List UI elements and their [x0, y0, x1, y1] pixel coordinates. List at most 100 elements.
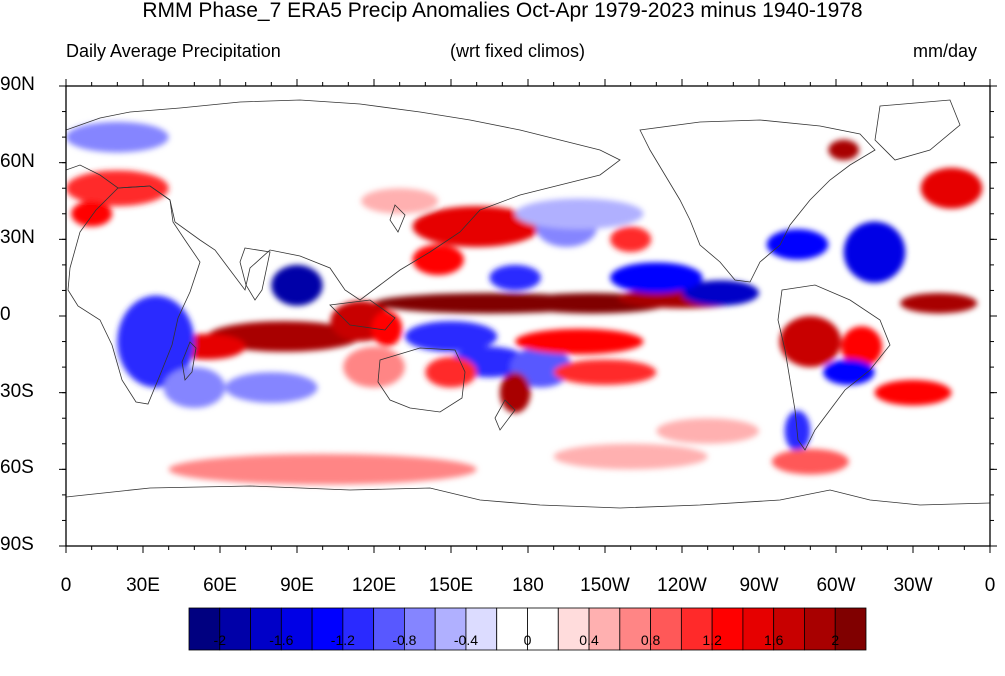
colorbar-swatch [619, 607, 651, 651]
y-tick-label: 30S [0, 380, 34, 402]
coastline-india [239, 247, 271, 301]
colorbar [188, 607, 867, 651]
coastline-antarctica [66, 485, 990, 509]
anomaly-region-19 [499, 372, 531, 414]
y-tick-label: 60S [0, 457, 34, 479]
colorbar-tick-label: 2 [831, 632, 840, 648]
anomaly-region-16 [510, 346, 572, 388]
coastline-north-america [639, 119, 876, 283]
colorbar-swatch [804, 607, 836, 651]
coastline-africa [67, 185, 201, 405]
anomaly-region-30 [874, 379, 952, 406]
coastline-maritime-continent [329, 299, 396, 331]
anomaly-region-26 [610, 226, 652, 253]
anomaly-field [66, 121, 983, 485]
colorbar-swatch [527, 607, 559, 651]
anomaly-region-22 [412, 206, 541, 247]
x-tick-label: 30W [893, 575, 933, 596]
anomaly-region-37 [71, 201, 113, 227]
plot-area [66, 86, 990, 546]
coastline-australia [377, 347, 466, 413]
anomaly-region-44 [656, 418, 760, 444]
map-title: RMM Phase_7 ERA5 Precip Anomalies Oct-Ap… [142, 0, 863, 22]
anomaly-region-34 [920, 167, 983, 209]
anomaly-region-38 [66, 121, 169, 153]
colorbar-swatch [311, 607, 344, 651]
y-tick-label: 90S [0, 534, 34, 555]
anomaly-region-29 [823, 359, 875, 385]
colorbar-tick-label: 0.4 [579, 632, 599, 648]
colorbar-tick-label: 0.8 [640, 632, 661, 648]
x-tick-label: 0 [984, 575, 996, 596]
colorbar-tick-label: 1.2 [702, 632, 722, 648]
colorbar-tick-label: -1.2 [330, 632, 355, 648]
anomaly-region-28 [841, 326, 883, 368]
colorbar-tick-label: -1.6 [269, 632, 294, 648]
colorbar-swatch [834, 607, 867, 651]
colorbar-tick-label: -0.8 [392, 632, 417, 648]
x-tick-label: 90W [739, 575, 779, 596]
anomaly-region-40 [168, 454, 477, 485]
x-tick-label: 60E [203, 575, 237, 596]
anomaly-region-24 [489, 264, 541, 291]
anomaly-region-6 [207, 321, 362, 352]
colorbar-tick-label: -0.4 [453, 632, 479, 648]
coastlines [66, 99, 990, 509]
anomaly-region-5 [900, 293, 978, 314]
anomaly-region-32 [843, 221, 906, 283]
colorbar-tick-label: 0 [523, 632, 532, 648]
coastline-south-america [777, 284, 891, 451]
colorbar-swatch [188, 607, 221, 651]
colorbar-swatch [342, 607, 375, 651]
y-tick-label: 0 [0, 304, 11, 325]
y-tick-label: 60N [0, 150, 35, 172]
colorbar-swatch [373, 607, 405, 651]
anomaly-region-20 [425, 356, 477, 388]
colorbar-swatch [496, 607, 528, 651]
x-tick-label: 120W [657, 575, 707, 596]
x-tick-label: 30E [126, 575, 160, 596]
left-subtitle: Daily Average Precipitation [66, 41, 281, 61]
colorbar-swatch [434, 607, 467, 651]
anomaly-region-11 [117, 295, 195, 388]
anomaly-region-14 [404, 321, 498, 352]
colorbar-swatch [650, 607, 682, 651]
colorbar-swatch [557, 607, 590, 651]
coastline-eurasia [66, 99, 621, 301]
anomaly-region-33 [766, 229, 829, 260]
x-tick-label: 120E [351, 575, 397, 596]
anomaly-region-21 [343, 346, 405, 388]
anomaly-region-9 [371, 310, 403, 347]
anomaly-region-41 [771, 448, 849, 475]
center-subtitle: (wrt fixed climos) [450, 41, 586, 61]
units-label: mm/day [913, 41, 978, 61]
x-tick-label: 90E [280, 575, 314, 596]
anomaly-region-12 [163, 367, 226, 408]
y-tick-label: 90N [0, 74, 35, 95]
anomaly-region-10 [271, 264, 323, 306]
coastline-greenland [874, 99, 961, 161]
x-tick-label: 180 [512, 575, 544, 596]
x-tick-label: 150W [580, 575, 630, 596]
colorbar-swatch [711, 607, 744, 651]
anomaly-region-35 [828, 139, 860, 161]
anomaly-region-23 [412, 244, 464, 276]
colorbar-tick-label: 1.6 [763, 632, 784, 648]
anomaly-region-27 [779, 316, 842, 368]
y-tick-label: 30N [0, 227, 35, 249]
colorbar-swatch [588, 607, 621, 651]
colorbar-tick-label: -2 [213, 632, 226, 648]
anomaly-region-39 [515, 198, 644, 230]
coastline-japan [389, 204, 406, 233]
anomaly-region-4 [610, 262, 703, 293]
colorbar-swatch [465, 607, 498, 651]
anomaly-region-43 [361, 188, 439, 214]
coastline-madagascar [181, 341, 197, 381]
colorbar-swatch [250, 607, 282, 651]
x-tick-label: 0 [60, 575, 72, 596]
x-tick-label: 60W [816, 575, 856, 596]
axis-ticks [59, 79, 997, 553]
anomaly-region-17 [553, 359, 657, 385]
x-tick-label: 150E [428, 575, 474, 596]
